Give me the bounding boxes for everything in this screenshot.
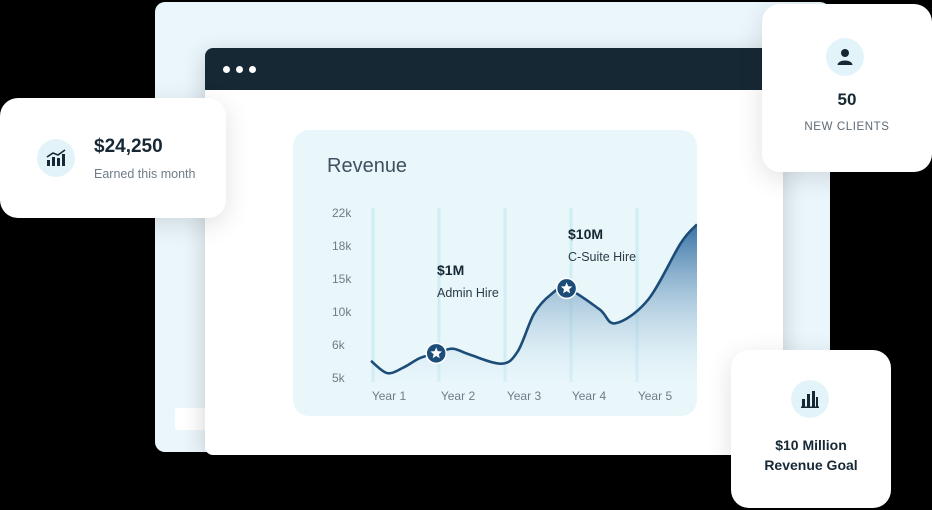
star-icon — [560, 282, 573, 294]
window-dot[interactable] — [223, 65, 230, 73]
revenue-goal-card — [731, 350, 891, 508]
x-tick-label: Year 1 — [372, 389, 407, 403]
revenue-chart: Revenue 22k 18k 15k 10k 6k 5k Year 1 Year 2 Yea… — [327, 155, 697, 403]
new-clients-card — [762, 4, 932, 172]
goal-line-1: $10 Million — [775, 437, 847, 453]
y-tick-label: 22k — [332, 206, 352, 220]
window-dot[interactable] — [236, 65, 243, 73]
series-area — [371, 224, 697, 385]
series-line — [370, 223, 697, 375]
new-clients-value: 50 — [837, 90, 857, 109]
star-icon — [430, 347, 442, 359]
earnings-card — [0, 98, 226, 218]
user-icon — [826, 38, 864, 76]
y-tick-label: 18k — [332, 239, 352, 253]
y-tick-label: 5k — [332, 371, 346, 385]
y-tick-label: 15k — [332, 272, 352, 286]
x-tick-label: Year 2 — [441, 389, 476, 403]
annotation-label: Admin Hire — [437, 286, 499, 300]
annotation-label: C-Suite Hire — [568, 250, 636, 264]
browser-title-bar — [205, 48, 783, 90]
goal-line-2: Revenue Goal — [764, 457, 858, 473]
y-tick-label: 10k — [332, 305, 352, 319]
new-clients-label: NEW CLIENTS — [804, 121, 890, 133]
window-dot[interactable] — [249, 65, 256, 73]
bar-chart-icon — [791, 380, 829, 418]
earnings-label: Earned this month — [94, 167, 196, 181]
annotation-value: $1M — [437, 262, 464, 278]
x-tick-label: Year 3 — [507, 389, 542, 403]
x-tick-label: Year 5 — [638, 389, 673, 403]
y-tick-label: 6k — [332, 338, 346, 352]
annotation-value: $10M — [568, 226, 603, 242]
chart-title: Revenue — [327, 155, 407, 177]
growth-chart-icon — [37, 139, 75, 177]
x-tick-label: Year 4 — [572, 389, 607, 403]
revenue-chart-card: Revenue 22k 18k 15k 10k 6k 5k Year 1 Year 2 Yea… — [293, 130, 697, 416]
earnings-value: $24,250 — [94, 136, 163, 157]
